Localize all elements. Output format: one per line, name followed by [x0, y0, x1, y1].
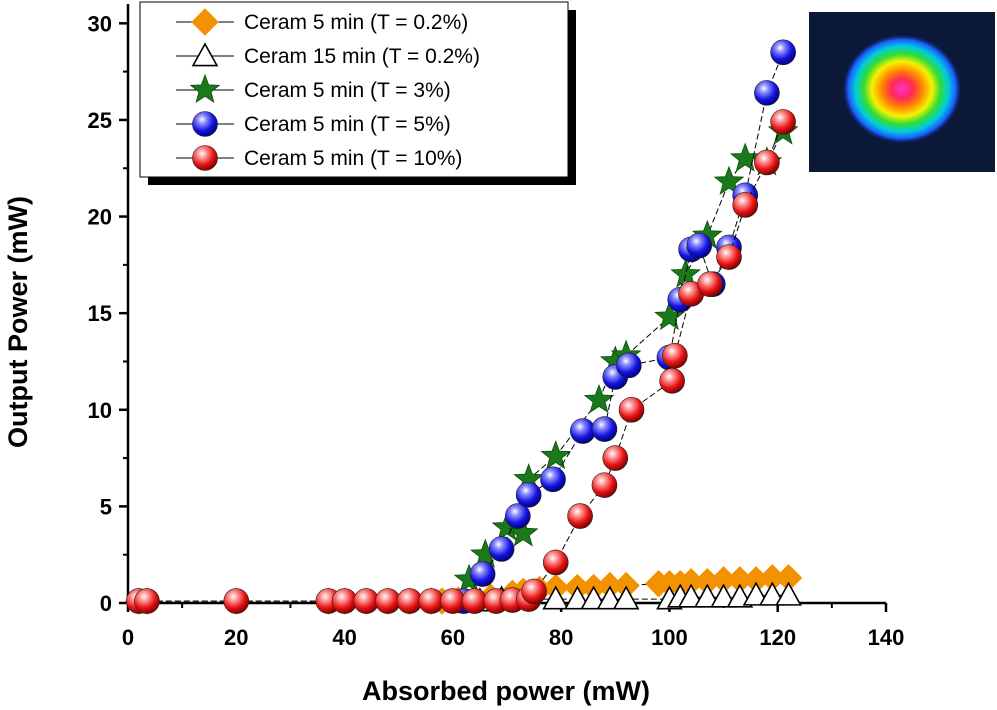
data-point — [396, 588, 423, 614]
data-point — [564, 585, 591, 610]
beam-profile-inset — [809, 12, 995, 172]
data-point — [732, 192, 759, 218]
data-point — [602, 445, 629, 471]
data-point — [697, 271, 723, 297]
x-tick-label: 40 — [332, 625, 356, 650]
series-ceram-5-min-t-10 — [126, 109, 796, 614]
data-point — [591, 472, 618, 498]
data-point — [754, 149, 780, 176]
data-point — [515, 481, 542, 508]
legend-marker — [189, 73, 221, 104]
legend-label: Ceram 5 min (T = 10%) — [244, 147, 462, 170]
x-tick-label: 60 — [441, 625, 465, 650]
y-tick-label: 20 — [88, 205, 112, 230]
data-point — [775, 581, 802, 606]
data-point — [583, 383, 615, 414]
data-point — [505, 503, 531, 529]
data-point — [713, 165, 745, 195]
data-point — [567, 503, 593, 529]
data-point — [418, 588, 445, 614]
data-point — [440, 588, 466, 614]
data-point — [686, 232, 713, 259]
data-point — [134, 588, 160, 614]
legend-entry: Ceram 5 min (T = 5%) — [176, 111, 451, 137]
series-line — [138, 121, 784, 602]
x-tick-label: 100 — [651, 625, 688, 650]
y-tick-label: 10 — [88, 398, 112, 423]
data-point — [618, 396, 645, 423]
series-layer — [125, 39, 803, 615]
data-point — [461, 588, 488, 614]
data-point — [540, 439, 572, 470]
y-tick-label: 0 — [100, 591, 112, 616]
data-point — [742, 581, 770, 606]
data-point — [612, 585, 640, 610]
data-point — [540, 466, 566, 493]
legend-label: Ceram 15 min (T = 0.2%) — [244, 45, 480, 68]
y-axis-title: Output Power (mW) — [3, 196, 33, 448]
data-point — [693, 583, 721, 608]
y-tick-label: 5 — [100, 494, 112, 519]
legend-entry: Ceram 5 min (T = 10%) — [176, 145, 462, 171]
data-point — [521, 578, 547, 605]
data-point — [542, 549, 569, 576]
x-tick-label: 0 — [122, 625, 134, 650]
x-tick-label: 120 — [759, 625, 796, 650]
legend-entry: Ceram 5 min (T = 0.2%) — [176, 8, 468, 36]
y-tick-label: 30 — [88, 11, 112, 36]
legend: Ceram 5 min (T = 0.2%) Ceram 15 min (T = … — [139, 1, 576, 185]
data-point — [469, 561, 496, 587]
data-point — [659, 367, 685, 394]
data-point — [710, 583, 737, 608]
data-point — [754, 80, 780, 106]
plot-axes: 0 20 40 60 80 100 120 140 0 5 10 15 20 25 30 — [88, 4, 905, 650]
legend-label: Ceram 5 min (T = 3%) — [244, 79, 451, 102]
data-point — [616, 352, 642, 379]
data-point — [670, 258, 701, 288]
data-point — [758, 581, 786, 606]
data-point — [488, 536, 515, 562]
data-point — [770, 39, 796, 66]
legend-marker — [191, 8, 219, 36]
legend-marker — [191, 42, 219, 67]
legend-label: Ceram 5 min (T = 0.2%) — [244, 11, 468, 34]
x-tick-label: 140 — [868, 625, 905, 650]
x-axis-title: Absorbed power (mW) — [362, 676, 650, 706]
y-tick-label: 15 — [88, 301, 112, 326]
data-point — [596, 585, 624, 610]
data-point — [716, 244, 742, 270]
data-point — [569, 418, 596, 444]
data-point — [770, 109, 796, 135]
beam-spot — [842, 34, 962, 144]
data-point — [353, 588, 380, 614]
data-point — [662, 342, 688, 369]
data-point — [375, 588, 401, 614]
legend-items: Ceram 5 min (T = 0.2%) Ceram 15 min (T = … — [176, 8, 480, 171]
data-point — [677, 583, 705, 608]
y-tick-label: 25 — [88, 108, 112, 133]
legend-marker — [192, 145, 218, 171]
data-point — [729, 142, 761, 172]
data-point — [507, 517, 539, 547]
legend-label: Ceram 5 min (T = 5%) — [244, 113, 451, 136]
data-point — [331, 588, 358, 614]
data-point — [580, 585, 607, 610]
data-point — [542, 585, 570, 610]
x-tick-label: 80 — [549, 625, 573, 650]
legend-entry: Ceram 5 min (T = 3%) — [176, 73, 451, 104]
legend-marker — [192, 111, 218, 137]
data-point — [591, 416, 618, 442]
data-point — [223, 588, 250, 614]
x-tick-label: 20 — [224, 625, 248, 650]
legend-entry: Ceram 15 min (T = 0.2%) — [176, 42, 480, 68]
